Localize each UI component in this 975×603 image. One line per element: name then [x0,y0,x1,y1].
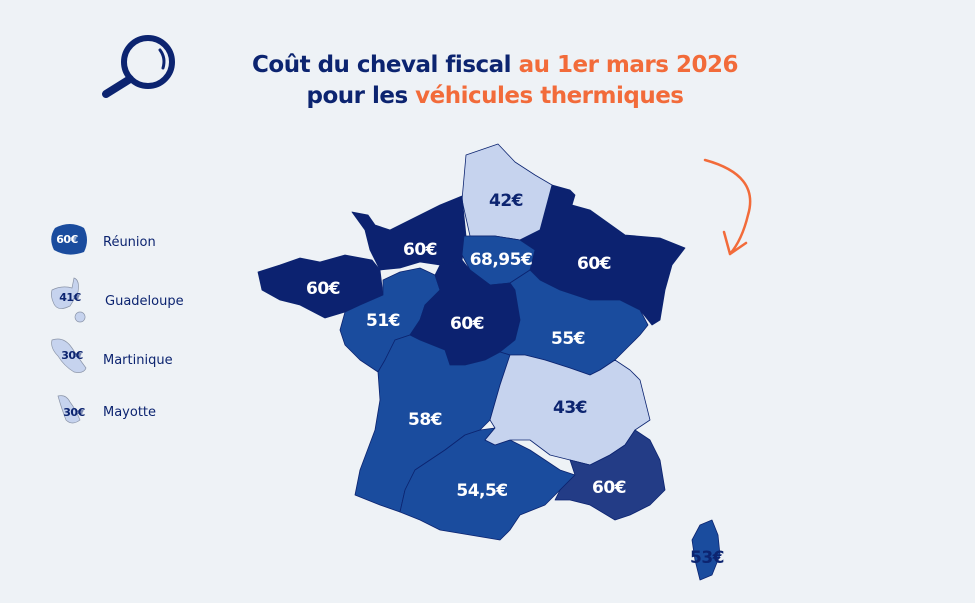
price-label: 41€ [59,291,80,304]
price-label: 60€ [56,233,77,246]
price-label: 42€ [489,191,523,211]
title-line2-highlight: véhicules thermiques [415,83,684,109]
legend-reunion: Réunion [103,235,156,250]
price-label: 60€ [592,478,626,498]
price-label: 60€ [306,279,340,299]
price-label: 60€ [403,240,437,260]
legend-mayotte: Mayotte [103,405,157,420]
price-label: 54,5€ [456,481,507,501]
legend-martinique: Martinique [103,353,173,368]
price-label: 30€ [63,406,84,419]
island-guadeloupe[interactable] [50,277,86,323]
curved-arrow-icon [703,158,752,256]
price-label: 51€ [366,311,400,331]
price-label: 58€ [408,410,442,430]
price-label: 68,95€ [470,250,533,270]
price-label: 55€ [551,329,585,349]
price-label: 60€ [577,254,611,274]
title-line1-highlight: au 1er mars 2026 [518,52,739,78]
price-label: 30€ [61,349,82,362]
magnifier-icon [102,35,175,98]
title-line1: Coût du cheval fiscal [252,52,519,78]
region-occitanie[interactable] [399,427,576,541]
price-label: 60€ [450,314,484,334]
page-title: Coût du cheval fiscal au 1er mars 2026 p… [0,50,975,112]
title-line2: pour les [306,83,416,109]
region-paca[interactable] [554,429,666,521]
price-label: 53€ [690,548,724,568]
price-label: 43€ [553,398,587,418]
island-martinique[interactable] [51,338,87,373]
island-mayotte[interactable] [57,395,81,424]
island-reunion[interactable] [51,224,87,255]
legend-guadeloupe: Guadeloupe [105,294,184,309]
region-corse[interactable] [691,519,721,581]
